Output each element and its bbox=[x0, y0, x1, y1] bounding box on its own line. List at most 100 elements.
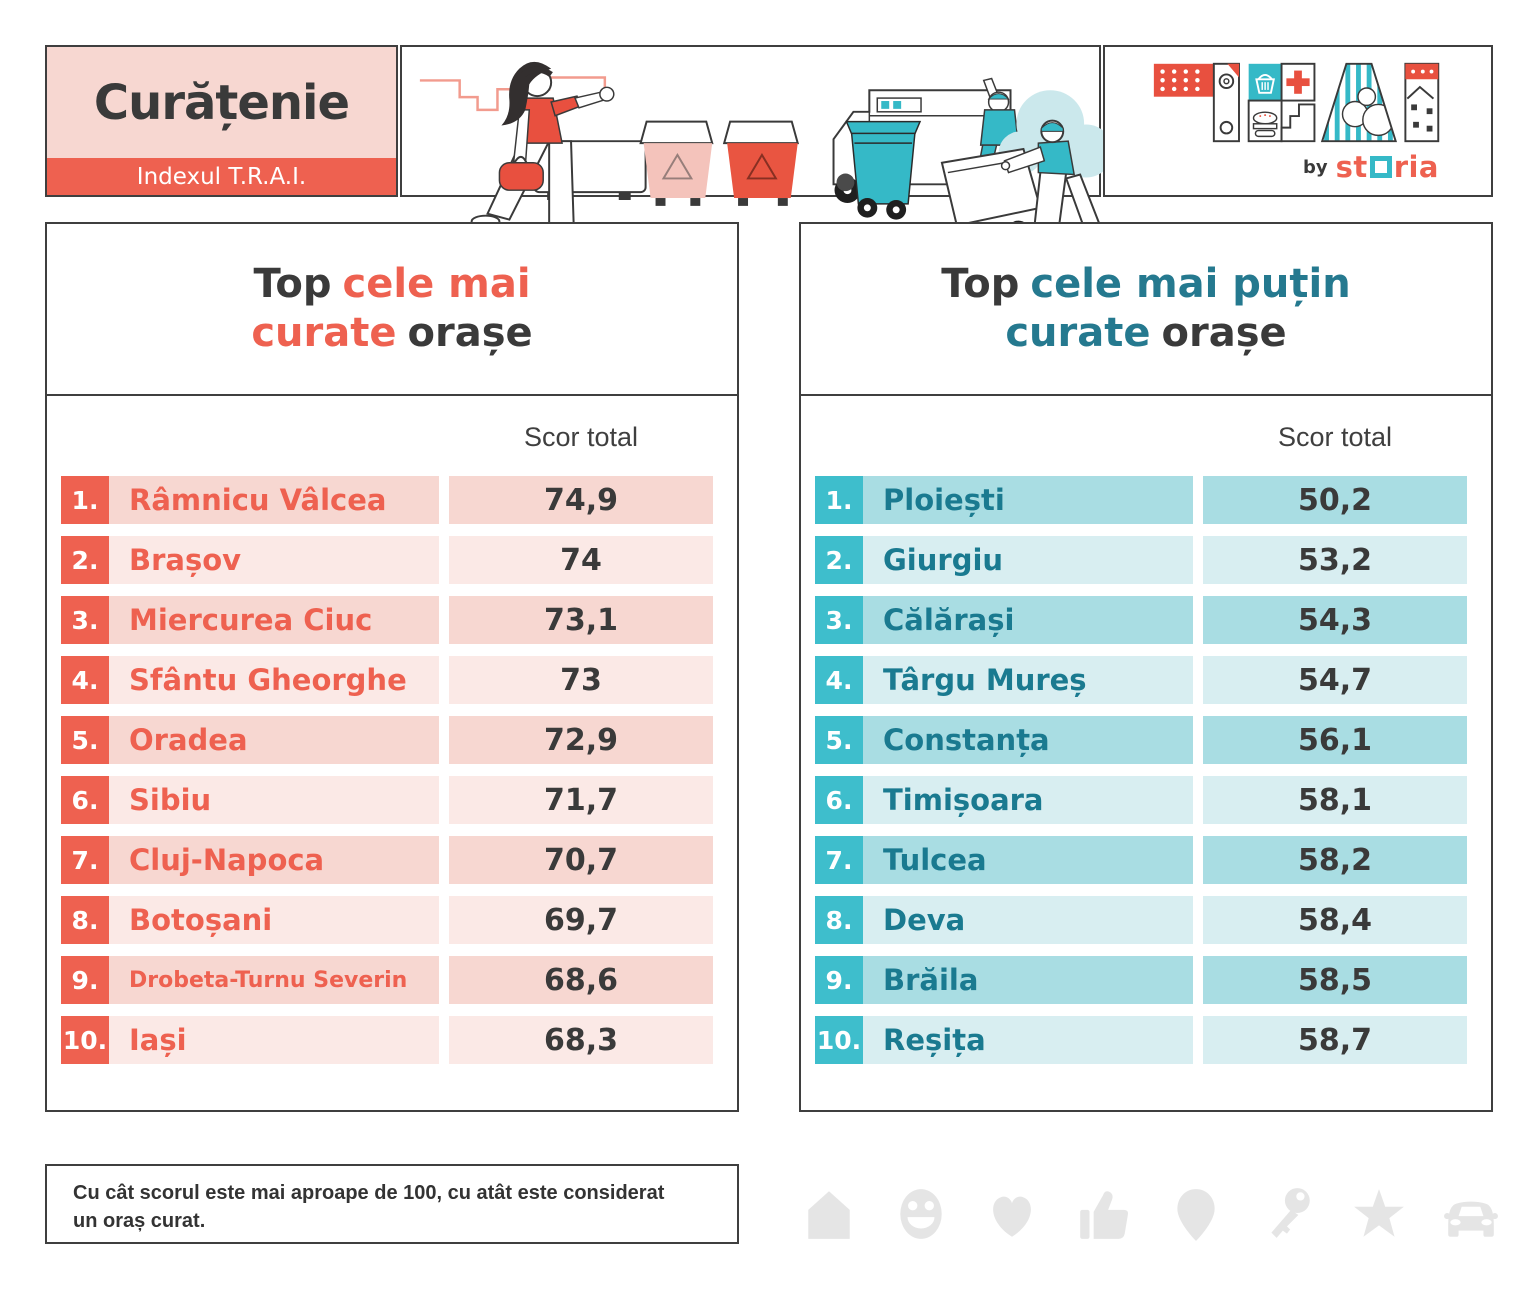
city-name: Botoșani bbox=[109, 896, 439, 944]
cleaning-illustration bbox=[419, 61, 1113, 255]
city-name: Giurgiu bbox=[863, 536, 1193, 584]
city-name: Sfântu Gheorghe bbox=[109, 656, 439, 704]
table-row: 8. Deva 58,4 bbox=[815, 896, 1467, 944]
score-column-header: Scor total bbox=[523, 422, 639, 452]
city-name: Râmnicu Vâlcea bbox=[109, 476, 439, 524]
storia-o-square-icon bbox=[1369, 156, 1392, 178]
rank-badge: 5. bbox=[815, 716, 863, 764]
city-name: Constanța bbox=[863, 716, 1193, 764]
trai-logo-box: by st ria bbox=[1103, 45, 1493, 197]
category-header-box: Curățenie Indexul T.R.A.I. bbox=[45, 45, 398, 197]
city-score: 50,2 bbox=[1203, 476, 1467, 524]
score-header-row: Scor total bbox=[801, 396, 1491, 476]
rank-badge: 4. bbox=[61, 656, 109, 704]
rank-badge: 3. bbox=[61, 596, 109, 644]
rank-badge: 10. bbox=[815, 1016, 863, 1064]
smiley-icon bbox=[899, 1189, 942, 1239]
city-score: 73,1 bbox=[449, 596, 713, 644]
city-score: 70,7 bbox=[449, 836, 713, 884]
logo-letter-r bbox=[1247, 62, 1316, 143]
index-subtitle: Indexul T.R.A.I. bbox=[47, 158, 396, 195]
table-row: 4. Târgu Mureș 54,7 bbox=[815, 656, 1467, 704]
city-score: 68,3 bbox=[449, 1016, 713, 1064]
city-score: 58,4 bbox=[1203, 896, 1467, 944]
rank-badge: 7. bbox=[61, 836, 109, 884]
table-row: 7. Tulcea 58,2 bbox=[815, 836, 1467, 884]
table-row: 9. Drobeta-Turnu Severin 68,6 bbox=[61, 956, 713, 1004]
city-name: Tulcea bbox=[863, 836, 1193, 884]
table-row: 5. Oradea 72,9 bbox=[61, 716, 713, 764]
table-row: 3. Miercurea Ciuc 73,1 bbox=[61, 596, 713, 644]
city-score: 69,7 bbox=[449, 896, 713, 944]
cleaning-illustration-box bbox=[400, 45, 1113, 255]
thumbs-up-icon bbox=[1080, 1191, 1129, 1239]
rank-badge: 1. bbox=[61, 476, 109, 524]
rank-badge: 8. bbox=[815, 896, 863, 944]
least-clean-cities-panel: Top cele mai puțin curate orașe Scor tot… bbox=[799, 222, 1493, 1112]
brand-line: by st ria bbox=[1303, 150, 1439, 184]
rank-badge: 8. bbox=[61, 896, 109, 944]
city-score: 74 bbox=[449, 536, 713, 584]
table-row: 7. Cluj-Napoca 70,7 bbox=[61, 836, 713, 884]
logo-letter-i bbox=[1404, 62, 1440, 143]
city-name: Cluj-Napoca bbox=[109, 836, 439, 884]
city-name: Drobeta-Turnu Severin bbox=[109, 956, 439, 1004]
table-row: 8. Botoșani 69,7 bbox=[61, 896, 713, 944]
watermark-icons-row bbox=[800, 1180, 1500, 1248]
city-score: 71,7 bbox=[449, 776, 713, 824]
score-column-header: Scor total bbox=[1277, 422, 1393, 452]
rank-badge: 10. bbox=[61, 1016, 109, 1064]
brand-by-label: by bbox=[1302, 156, 1328, 178]
logo-letter-a bbox=[1320, 62, 1398, 143]
city-name: Miercurea Ciuc bbox=[109, 596, 439, 644]
rank-badge: 6. bbox=[815, 776, 863, 824]
table-row: 4. Sfântu Gheorghe 73 bbox=[61, 656, 713, 704]
cleanest-cities-table: 1. Râmnicu Vâlcea 74,9 2. Brașov 74 3. M… bbox=[47, 476, 737, 1064]
trai-logo bbox=[1153, 62, 1440, 143]
rank-badge: 3. bbox=[815, 596, 863, 644]
table-row: 3. Călărași 54,3 bbox=[815, 596, 1467, 644]
city-score: 58,1 bbox=[1203, 776, 1467, 824]
note-line-1: Cu cât scorul este mai aproape de 100, c… bbox=[73, 1182, 665, 1204]
city-name: Târgu Mureș bbox=[863, 656, 1193, 704]
city-score: 58,2 bbox=[1203, 836, 1467, 884]
city-score: 53,2 bbox=[1203, 536, 1467, 584]
cleanest-cities-title: Top cele mai curate orașe bbox=[47, 224, 737, 396]
skyline-line-decoration bbox=[419, 76, 607, 112]
table-row: 10. Reșița 58,7 bbox=[815, 1016, 1467, 1064]
table-row: 9. Brăila 58,5 bbox=[815, 956, 1467, 1004]
city-score: 54,3 bbox=[1203, 596, 1467, 644]
star-icon bbox=[1354, 1189, 1405, 1237]
city-name: Sibiu bbox=[109, 776, 439, 824]
city-name: Iași bbox=[109, 1016, 439, 1064]
city-score: 56,1 bbox=[1203, 716, 1467, 764]
table-row: 2. Brașov 74 bbox=[61, 536, 713, 584]
city-name: Oradea bbox=[109, 716, 439, 764]
pink-recycle-bin-illustration bbox=[639, 120, 714, 206]
cleanest-cities-panel: Top cele mai curate orașe Scor total 1. … bbox=[45, 222, 739, 1112]
table-row: 6. Sibiu 71,7 bbox=[61, 776, 713, 824]
rank-badge: 9. bbox=[815, 956, 863, 1004]
rank-badge: 4. bbox=[815, 656, 863, 704]
table-row: 1. Ploiești 50,2 bbox=[815, 476, 1467, 524]
city-name: Timișoara bbox=[863, 776, 1193, 824]
rank-badge: 2. bbox=[61, 536, 109, 584]
table-row: 1. Râmnicu Vâlcea 74,9 bbox=[61, 476, 713, 524]
city-score: 74,9 bbox=[449, 476, 713, 524]
storia-brand: st ria bbox=[1335, 150, 1439, 184]
city-name: Deva bbox=[863, 896, 1193, 944]
rank-badge: 9. bbox=[61, 956, 109, 1004]
city-name: Reșița bbox=[863, 1016, 1193, 1064]
score-header-row: Scor total bbox=[47, 396, 737, 476]
least-clean-cities-title: Top cele mai puțin curate orașe bbox=[801, 224, 1491, 396]
table-row: 6. Timișoara 58,1 bbox=[815, 776, 1467, 824]
red-recycle-bin-illustration bbox=[722, 120, 800, 206]
city-name: Brașov bbox=[109, 536, 439, 584]
city-name: Brăila bbox=[863, 956, 1193, 1004]
city-score: 54,7 bbox=[1203, 656, 1467, 704]
table-row: 2. Giurgiu 53,2 bbox=[815, 536, 1467, 584]
heart-icon bbox=[993, 1196, 1032, 1237]
rank-badge: 5. bbox=[61, 716, 109, 764]
table-row: 5. Constanța 56,1 bbox=[815, 716, 1467, 764]
least-clean-cities-table: 1. Ploiești 50,2 2. Giurgiu 53,2 3. Călă… bbox=[801, 476, 1491, 1064]
